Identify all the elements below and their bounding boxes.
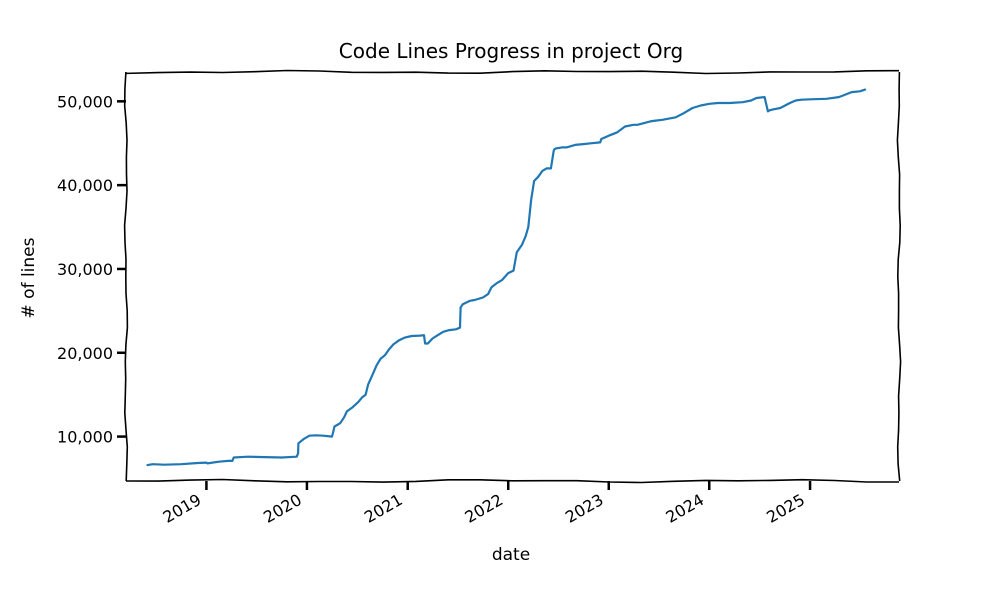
x-tick-label: 2019 — [160, 490, 205, 527]
plot-frame — [123, 69, 902, 484]
x-tick-label: 2023 — [562, 490, 607, 527]
x-tick-label: 2020 — [260, 490, 305, 527]
x-tick-label: 2024 — [662, 490, 707, 527]
y-tick-label: 20,000 — [57, 344, 113, 363]
y-tick-label: 50,000 — [57, 92, 113, 111]
series-layer — [146, 88, 867, 467]
frame-top — [125, 69, 900, 75]
x-tick-label: 2021 — [361, 490, 406, 527]
x-axis: 2019 2020 2021 2022 2023 2024 2025 — [160, 481, 812, 527]
y-axis: 10,000 20,000 30,000 40,000 50,000 — [57, 92, 126, 447]
y-tick-label: 30,000 — [57, 260, 113, 279]
y-axis-label: # of lines — [19, 237, 39, 318]
y-tick-label: 40,000 — [57, 176, 113, 195]
x-tick-label: 2022 — [461, 490, 506, 527]
chart-title: Code Lines Progress in project Org — [339, 39, 683, 63]
frame-right — [896, 71, 902, 482]
x-axis-label: date — [492, 545, 530, 565]
frame-left — [123, 71, 129, 482]
x-tick-label: 2025 — [763, 490, 808, 527]
y-tick-label: 10,000 — [57, 428, 113, 447]
series-line-0 — [146, 88, 867, 467]
frame-bottom — [125, 478, 899, 484]
